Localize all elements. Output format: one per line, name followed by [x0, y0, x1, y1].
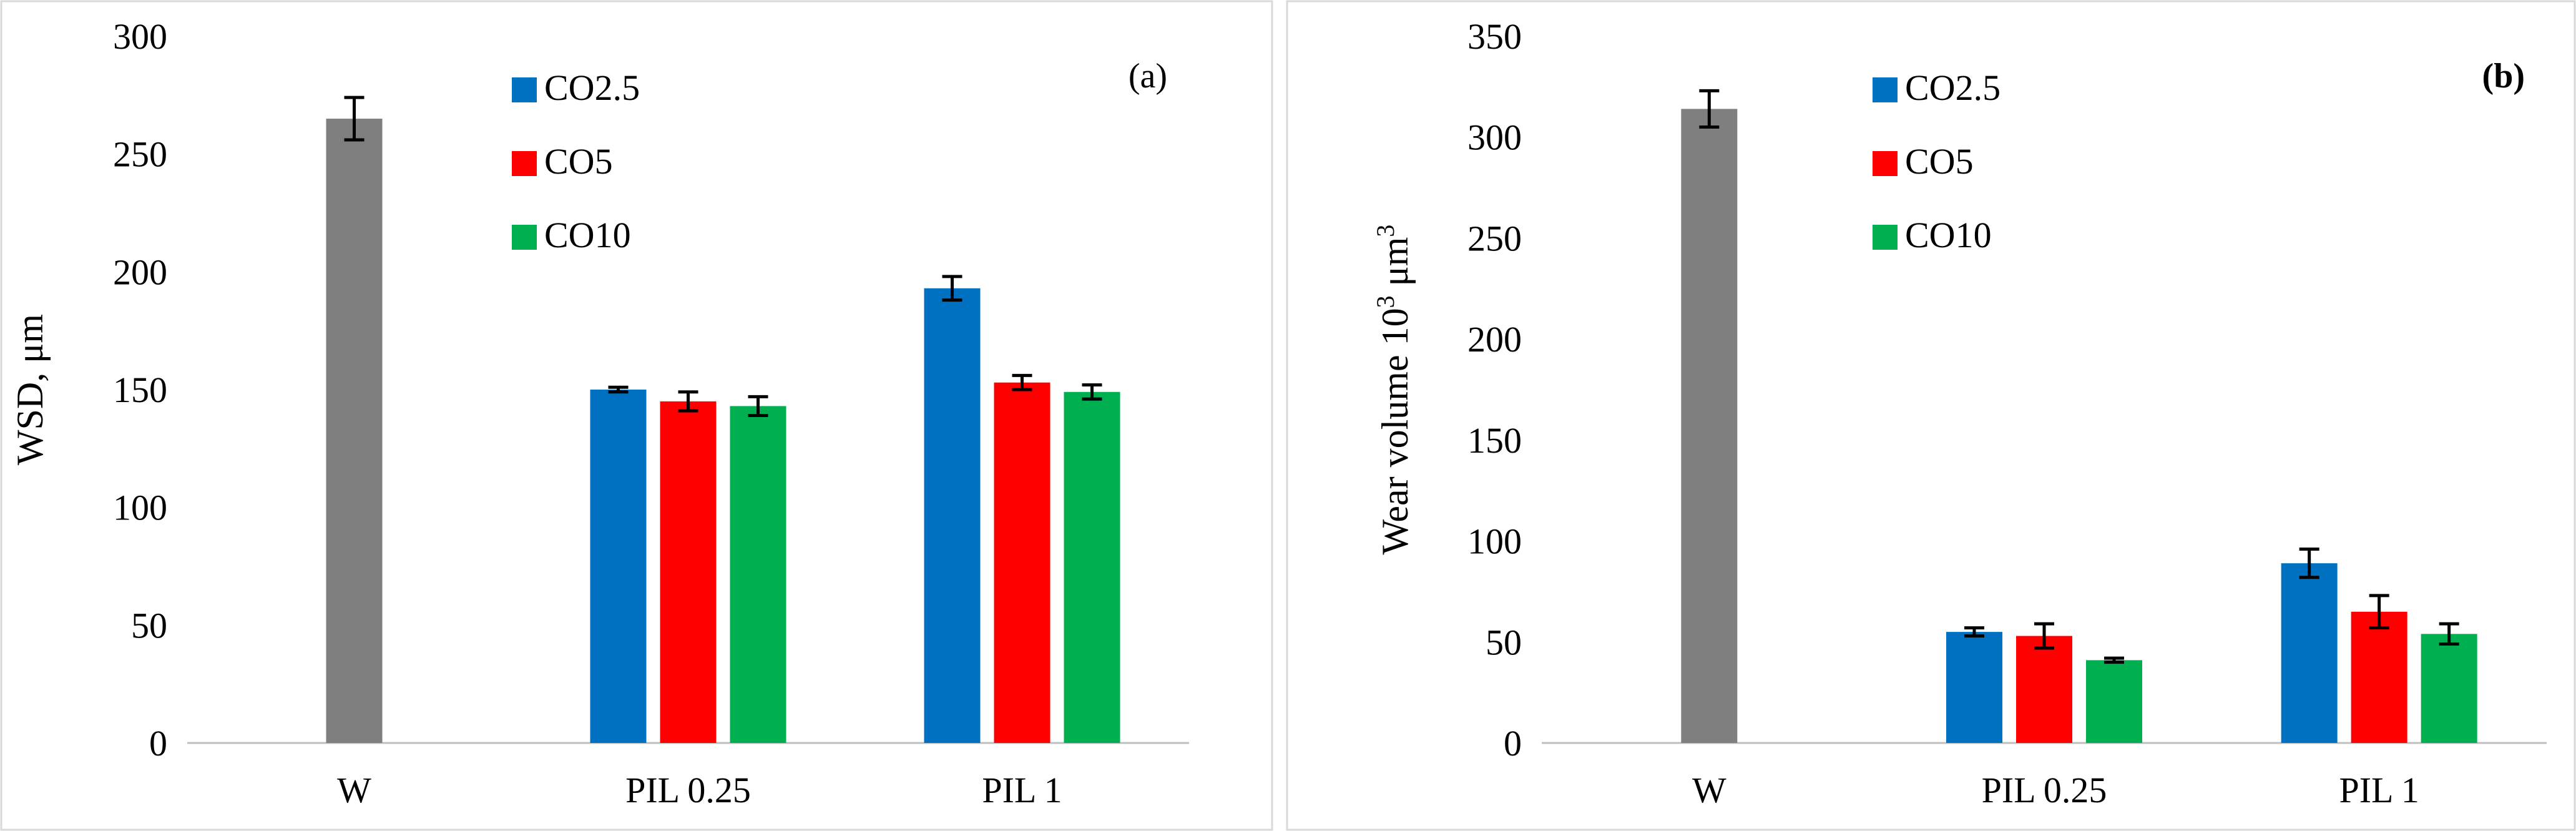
bar-co5: [994, 382, 1050, 743]
bar-co10: [2086, 660, 2142, 743]
y-tick-label: 350: [1467, 16, 1522, 57]
bar-co2-5: [1946, 632, 2002, 743]
y-tick-label: 200: [113, 252, 167, 292]
legend-swatch: [1873, 77, 1898, 102]
legend-swatch: [1873, 151, 1898, 176]
x-tick-label: PIL 0.25: [625, 770, 751, 810]
legend-label: CO10: [1905, 215, 1992, 255]
y-tick-label: 100: [1467, 521, 1522, 562]
panel-tag: (a): [1129, 57, 1167, 96]
panel-tag: (b): [2482, 57, 2525, 96]
y-tick-label: 0: [149, 723, 167, 764]
y-tick-label: 0: [1504, 723, 1522, 764]
legend-label: CO2.5: [544, 67, 640, 108]
y-tick-label: 250: [1467, 218, 1522, 258]
y-tick-label: 300: [113, 16, 167, 57]
y-axis-label: Wear volume 103 μm3: [1371, 225, 1416, 555]
bar-co5: [2351, 611, 2407, 743]
panel-b: 0 50 100 150 200 250 300 350 Wear volume 103 μm3…: [1286, 0, 2576, 831]
bar-w: [326, 119, 383, 744]
y-tick-label: 200: [1467, 319, 1522, 360]
bar-co10: [1064, 391, 1120, 743]
y-tick-label: 300: [1467, 117, 1522, 158]
legend-label: CO10: [544, 215, 631, 255]
x-tick-label: PIL 0.25: [1982, 770, 2107, 810]
y-tick-label: 100: [113, 488, 167, 528]
x-tick-label: PIL 1: [982, 770, 1062, 810]
x-tick-label: W: [337, 770, 371, 810]
y-tick-label: 250: [113, 134, 167, 175]
x-tick-label: PIL 1: [2339, 770, 2419, 810]
y-tick-label: 150: [113, 370, 167, 410]
chart-frame: [1286, 0, 2576, 831]
chart-frame: [0, 0, 1273, 831]
legend-swatch: [512, 151, 537, 176]
panel-a: 0 50 100 150 200 250 300 WSD, μm W PIL 0.25 PIL 1 C…: [0, 0, 1273, 831]
bar-co2-5: [2281, 563, 2338, 743]
bar-w: [1681, 109, 1738, 744]
y-axis-label: WSD, μm: [9, 314, 51, 465]
y-tick-label: 50: [1486, 622, 1522, 662]
legend-label: CO5: [544, 141, 613, 182]
bar-co5: [660, 401, 717, 743]
bar-co10: [730, 406, 786, 743]
bar-co10: [2421, 634, 2477, 743]
x-tick-label: W: [1692, 770, 1726, 810]
legend-label: CO2.5: [1905, 67, 2001, 108]
legend-label: CO5: [1905, 141, 1974, 182]
y-tick-label: 50: [131, 605, 167, 646]
y-tick-label: 150: [1467, 420, 1522, 461]
bar-co2-5: [924, 288, 981, 743]
legend-swatch: [512, 77, 537, 102]
legend-swatch: [512, 225, 537, 250]
bar-co5: [2016, 636, 2072, 743]
bar-co2-5: [590, 390, 647, 743]
legend-swatch: [1873, 225, 1898, 250]
